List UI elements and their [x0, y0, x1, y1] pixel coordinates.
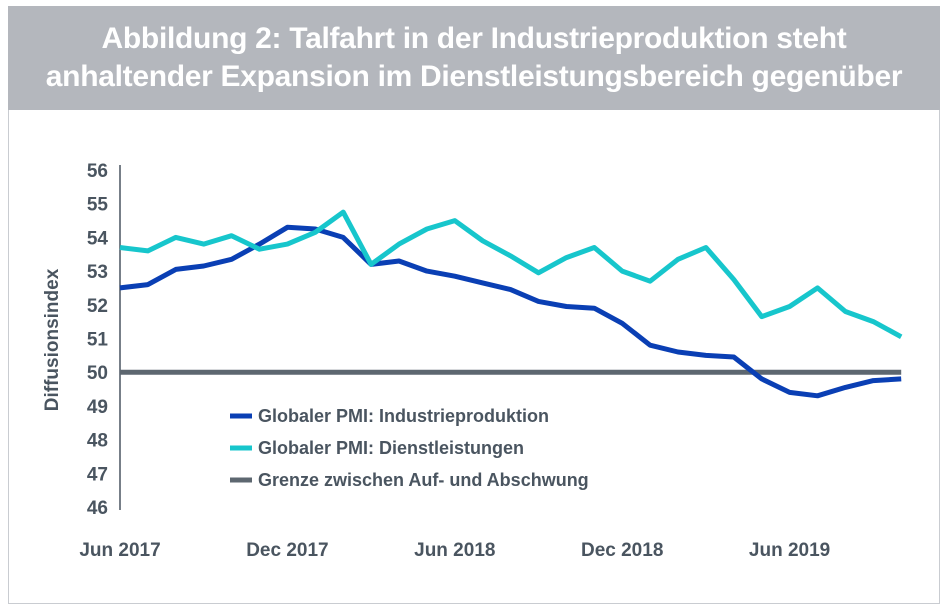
x-tick-label: Dec 2018: [581, 540, 663, 561]
x-tick-label: Jun 2019: [749, 540, 830, 561]
legend-label: Globaler PMI: Industrieproduktion: [258, 406, 549, 426]
y-axis-label: Diffusionsindex: [42, 268, 63, 411]
chart-title: Abbildung 2: Talfahrt in der Industriepr…: [8, 6, 940, 110]
legend-label: Globaler PMI: Dienstleistungen: [258, 438, 524, 458]
y-tick-label: 53: [87, 262, 108, 283]
series-line-1: [119, 209, 903, 339]
x-tick-label: Jun 2017: [79, 540, 160, 561]
y-tick-label: 55: [87, 195, 109, 216]
y-tick-label: 51: [87, 330, 109, 351]
chart-title-line-1: Abbildung 2: Talfahrt in der Industriepr…: [101, 22, 847, 55]
y-tick-label: 49: [87, 397, 108, 418]
chart-title-line-2: anhaltender Expansion im Dienstleistungs…: [45, 60, 903, 93]
legend-label: Grenze zwischen Auf- und Abschwung: [258, 470, 589, 490]
y-tick-label: 50: [87, 363, 108, 384]
y-tick-label: 52: [87, 296, 108, 317]
y-tick-label: 48: [87, 431, 108, 452]
y-tick-label: 47: [87, 464, 108, 485]
y-tick-label: 56: [87, 161, 108, 182]
y-tick-label: 46: [87, 498, 108, 519]
x-tick-label: Jun 2018: [414, 540, 495, 561]
x-tick-label: Dec 2017: [246, 540, 328, 561]
y-tick-label: 54: [87, 228, 109, 249]
